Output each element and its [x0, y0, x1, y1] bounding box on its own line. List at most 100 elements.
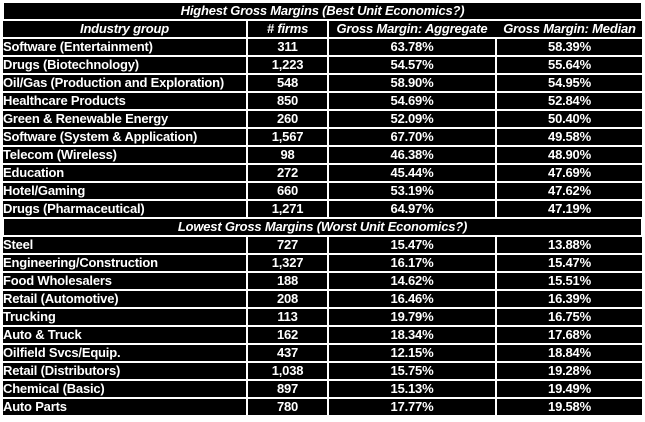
margins-table: Highest Gross Margins (Best Unit Economi…: [2, 1, 643, 415]
cell-industry: Retail (Distributors): [3, 361, 248, 381]
cell-aggregate: 54.57%: [327, 55, 497, 75]
column-header-num-firms: # firms: [246, 19, 329, 39]
cell-industry: Trucking: [3, 307, 248, 327]
cell-median: 16.75%: [495, 307, 642, 327]
cell-median: 19.58%: [495, 397, 642, 415]
cell-aggregate: 58.90%: [327, 73, 497, 93]
cell-firms: 162: [246, 325, 329, 345]
cell-industry: Software (Entertainment): [3, 37, 248, 57]
cell-firms: 1,567: [246, 127, 329, 147]
cell-firms: 311: [246, 37, 329, 57]
cell-industry: Engineering/Construction: [3, 253, 248, 273]
column-header-row: Industry group # firms Gross Margin: Aggre…: [3, 19, 642, 39]
cell-aggregate: 18.34%: [327, 325, 497, 345]
cell-industry: Steel: [3, 235, 248, 255]
table-row: Steel 727 15.47% 13.88%: [3, 235, 642, 255]
cell-median: 15.47%: [495, 253, 642, 273]
cell-median: 17.68%: [495, 325, 642, 345]
cell-aggregate: 53.19%: [327, 181, 497, 201]
cell-firms: 1,038: [246, 361, 329, 381]
table-row: Education 272 45.44% 47.69%: [3, 163, 642, 183]
cell-median: 18.84%: [495, 343, 642, 363]
cell-median: 19.28%: [495, 361, 642, 381]
section-title-lowest: Lowest Gross Margins (Worst Unit Economi…: [2, 217, 643, 237]
cell-aggregate: 54.69%: [327, 91, 497, 111]
cell-industry: Food Wholesalers: [3, 271, 248, 291]
cell-industry: Telecom (Wireless): [3, 145, 248, 165]
section-title-row: Lowest Gross Margins (Worst Unit Economi…: [2, 217, 643, 237]
cell-median: 54.95%: [495, 73, 642, 93]
cell-aggregate: 64.97%: [327, 199, 497, 219]
table-row: Telecom (Wireless) 98 46.38% 48.90%: [3, 145, 642, 165]
cell-firms: 660: [246, 181, 329, 201]
column-header-gross-margin-median: Gross Margin: Median: [495, 19, 642, 39]
cell-median: 55.64%: [495, 55, 642, 75]
cell-aggregate: 15.75%: [327, 361, 497, 381]
cell-firms: 1,327: [246, 253, 329, 273]
table-row: Engineering/Construction 1,327 16.17% 15.47…: [3, 253, 642, 273]
cell-industry: Education: [3, 163, 248, 183]
cell-firms: 437: [246, 343, 329, 363]
cell-aggregate: 17.77%: [327, 397, 497, 415]
table-row: Hotel/Gaming 660 53.19% 47.62%: [3, 181, 642, 201]
cell-industry: Oilfield Svcs/Equip.: [3, 343, 248, 363]
cell-median: 52.84%: [495, 91, 642, 111]
cell-industry: Software (System & Application): [3, 127, 248, 147]
cell-firms: 780: [246, 397, 329, 415]
cell-median: 47.19%: [495, 199, 642, 219]
table-row: Retail (Automotive) 208 16.46% 16.39%: [3, 289, 642, 309]
cell-aggregate: 46.38%: [327, 145, 497, 165]
cell-industry: Drugs (Pharmaceutical): [3, 199, 248, 219]
cell-industry: Retail (Automotive): [3, 289, 248, 309]
table-row: Food Wholesalers 188 14.62% 15.51%: [3, 271, 642, 291]
table-row: Retail (Distributors) 1,038 15.75% 19.28%: [3, 361, 642, 381]
section-title-highest: Highest Gross Margins (Best Unit Economi…: [2, 1, 643, 21]
cell-firms: 98: [246, 145, 329, 165]
cell-firms: 850: [246, 91, 329, 111]
margins-table-body: Highest Gross Margins (Best Unit Economi…: [2, 1, 643, 415]
cell-median: 15.51%: [495, 271, 642, 291]
table-row: Oilfield Svcs/Equip. 437 12.15% 18.84%: [3, 343, 642, 363]
cell-firms: 272: [246, 163, 329, 183]
table-row: Auto & Truck 162 18.34% 17.68%: [3, 325, 642, 345]
cell-industry: Healthcare Products: [3, 91, 248, 111]
table-row: Healthcare Products 850 54.69% 52.84%: [3, 91, 642, 111]
table-row: Drugs (Biotechnology) 1,223 54.57% 55.64%: [3, 55, 642, 75]
cell-firms: 1,223: [246, 55, 329, 75]
cell-firms: 188: [246, 271, 329, 291]
cell-industry: Auto & Truck: [3, 325, 248, 345]
cell-industry: Hotel/Gaming: [3, 181, 248, 201]
cell-firms: 897: [246, 379, 329, 399]
cell-firms: 727: [246, 235, 329, 255]
table-row: Oil/Gas (Production and Exploration) 548 5…: [3, 73, 642, 93]
cell-industry: Oil/Gas (Production and Exploration): [3, 73, 248, 93]
table-row: Software (Entertainment) 311 63.78% 58.39%: [3, 37, 642, 57]
column-header-gross-margin-aggregate: Gross Margin: Aggregate: [327, 19, 497, 39]
table-row: Chemical (Basic) 897 15.13% 19.49%: [3, 379, 642, 399]
table-row: Auto Parts 780 17.77% 19.58%: [3, 397, 642, 415]
cell-aggregate: 19.79%: [327, 307, 497, 327]
cell-median: 58.39%: [495, 37, 642, 57]
cell-aggregate: 63.78%: [327, 37, 497, 57]
cell-median: 19.49%: [495, 379, 642, 399]
cell-firms: 260: [246, 109, 329, 129]
cell-firms: 113: [246, 307, 329, 327]
section-title-row: Highest Gross Margins (Best Unit Economi…: [2, 1, 643, 21]
cell-aggregate: 14.62%: [327, 271, 497, 291]
cell-industry: Chemical (Basic): [3, 379, 248, 399]
cell-median: 47.69%: [495, 163, 642, 183]
table-row: Trucking 113 19.79% 16.75%: [3, 307, 642, 327]
cell-aggregate: 45.44%: [327, 163, 497, 183]
cell-industry: Drugs (Biotechnology): [3, 55, 248, 75]
cell-median: 13.88%: [495, 235, 642, 255]
cell-median: 47.62%: [495, 181, 642, 201]
table-row: Green & Renewable Energy 260 52.09% 50.40%: [3, 109, 642, 129]
cell-median: 50.40%: [495, 109, 642, 129]
cell-industry: Green & Renewable Energy: [3, 109, 248, 129]
cell-median: 16.39%: [495, 289, 642, 309]
cell-aggregate: 16.46%: [327, 289, 497, 309]
cell-median: 48.90%: [495, 145, 642, 165]
cell-median: 49.58%: [495, 127, 642, 147]
cell-aggregate: 52.09%: [327, 109, 497, 129]
